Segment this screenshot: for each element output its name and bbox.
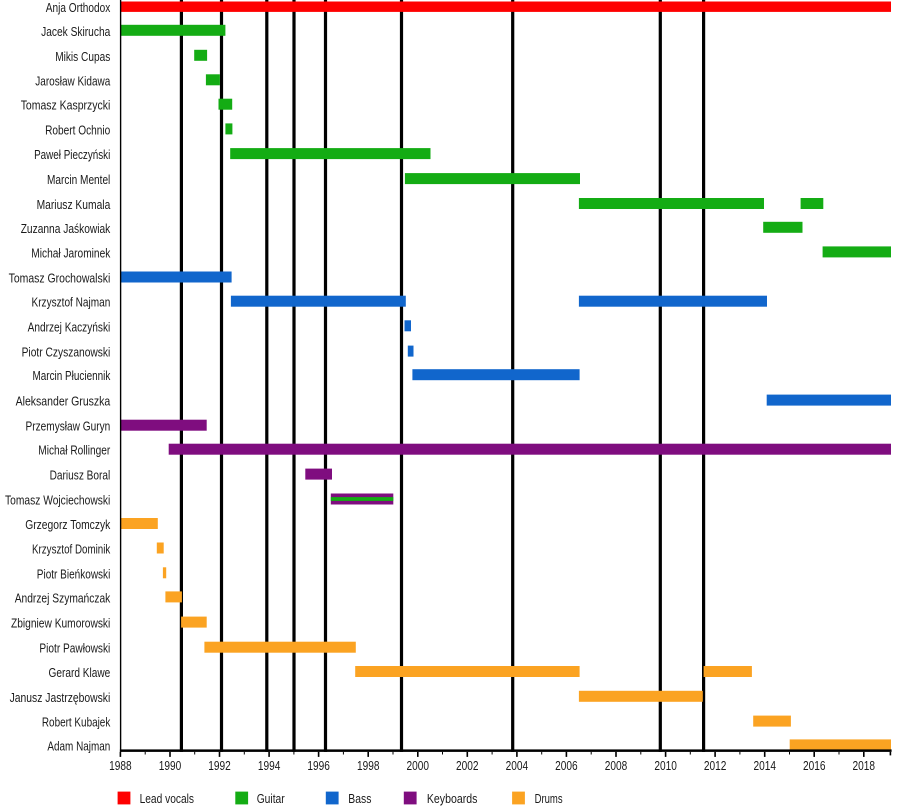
svg-text:Piotr Pawłowski: Piotr Pawłowski bbox=[39, 641, 110, 656]
svg-text:Krzysztof Najman: Krzysztof Najman bbox=[32, 295, 111, 310]
svg-text:Robert Ochnio: Robert Ochnio bbox=[45, 122, 110, 137]
svg-text:Jacek Skirucha: Jacek Skirucha bbox=[41, 24, 111, 39]
svg-text:2010: 2010 bbox=[654, 758, 677, 773]
svg-text:2006: 2006 bbox=[555, 758, 578, 773]
svg-text:2014: 2014 bbox=[753, 758, 776, 773]
svg-text:Keyboards: Keyboards bbox=[427, 791, 478, 806]
svg-text:Michał Rollinger: Michał Rollinger bbox=[38, 443, 111, 458]
svg-text:1998: 1998 bbox=[357, 758, 380, 773]
svg-text:Janusz Jastrzębowski: Janusz Jastrzębowski bbox=[10, 690, 111, 705]
svg-text:Grzegorz Tomczyk: Grzegorz Tomczyk bbox=[25, 517, 110, 532]
svg-text:Tomasz Grochowalski: Tomasz Grochowalski bbox=[9, 271, 111, 286]
svg-text:Marcin Płuciennik: Marcin Płuciennik bbox=[33, 368, 111, 383]
svg-text:Paweł Pieczyński: Paweł Pieczyński bbox=[34, 147, 110, 162]
svg-text:Mariusz Kumala: Mariusz Kumala bbox=[37, 197, 111, 212]
svg-text:Lead vocals: Lead vocals bbox=[140, 791, 195, 806]
svg-text:2002: 2002 bbox=[456, 758, 479, 773]
svg-text:1996: 1996 bbox=[307, 758, 330, 773]
svg-text:2008: 2008 bbox=[605, 758, 628, 773]
svg-text:Adam Najman: Adam Najman bbox=[47, 738, 110, 753]
svg-text:Andrzej Kaczyński: Andrzej Kaczyński bbox=[28, 319, 111, 334]
svg-text:2018: 2018 bbox=[853, 758, 876, 773]
svg-text:2004: 2004 bbox=[506, 758, 529, 773]
svg-text:1988: 1988 bbox=[109, 758, 132, 773]
svg-text:Marcin Mentel: Marcin Mentel bbox=[47, 172, 110, 187]
svg-text:2016: 2016 bbox=[803, 758, 826, 773]
svg-text:Bass: Bass bbox=[348, 791, 371, 806]
svg-text:Piotr Bieńkowski: Piotr Bieńkowski bbox=[37, 566, 111, 581]
svg-text:2000: 2000 bbox=[407, 758, 430, 773]
svg-text:Zbigniew Kumorowski: Zbigniew Kumorowski bbox=[11, 616, 110, 631]
svg-text:Gerard Klawe: Gerard Klawe bbox=[49, 665, 111, 680]
svg-text:Zuzanna Jaśkowiak: Zuzanna Jaśkowiak bbox=[21, 221, 111, 236]
svg-text:Drums: Drums bbox=[535, 791, 563, 806]
svg-text:1992: 1992 bbox=[208, 758, 231, 773]
svg-text:2012: 2012 bbox=[704, 758, 727, 773]
svg-text:Piotr Czyszanowski: Piotr Czyszanowski bbox=[22, 345, 111, 360]
svg-text:Guitar: Guitar bbox=[257, 791, 286, 806]
svg-text:1994: 1994 bbox=[258, 758, 281, 773]
svg-text:Robert Kubajek: Robert Kubajek bbox=[42, 715, 111, 730]
svg-text:Anja Orthodox: Anja Orthodox bbox=[46, 0, 111, 15]
svg-text:Przemysław Guryn: Przemysław Guryn bbox=[26, 419, 111, 434]
svg-text:Mikis Cupas: Mikis Cupas bbox=[55, 49, 110, 64]
svg-text:1990: 1990 bbox=[159, 758, 182, 773]
svg-text:Krzysztof Dominik: Krzysztof Dominik bbox=[32, 542, 111, 557]
svg-text:Aleksander Gruszka: Aleksander Gruszka bbox=[16, 394, 111, 409]
svg-text:Tomasz Kasprzycki: Tomasz Kasprzycki bbox=[21, 98, 111, 113]
svg-text:Tomasz Wojciechowski: Tomasz Wojciechowski bbox=[5, 493, 110, 508]
svg-text:Dariusz Boral: Dariusz Boral bbox=[50, 468, 111, 483]
svg-text:Jarosław Kidawa: Jarosław Kidawa bbox=[35, 73, 111, 88]
svg-text:Andrzej Szymańczak: Andrzej Szymańczak bbox=[15, 590, 111, 605]
svg-text:Michał Jarominek: Michał Jarominek bbox=[31, 245, 110, 260]
